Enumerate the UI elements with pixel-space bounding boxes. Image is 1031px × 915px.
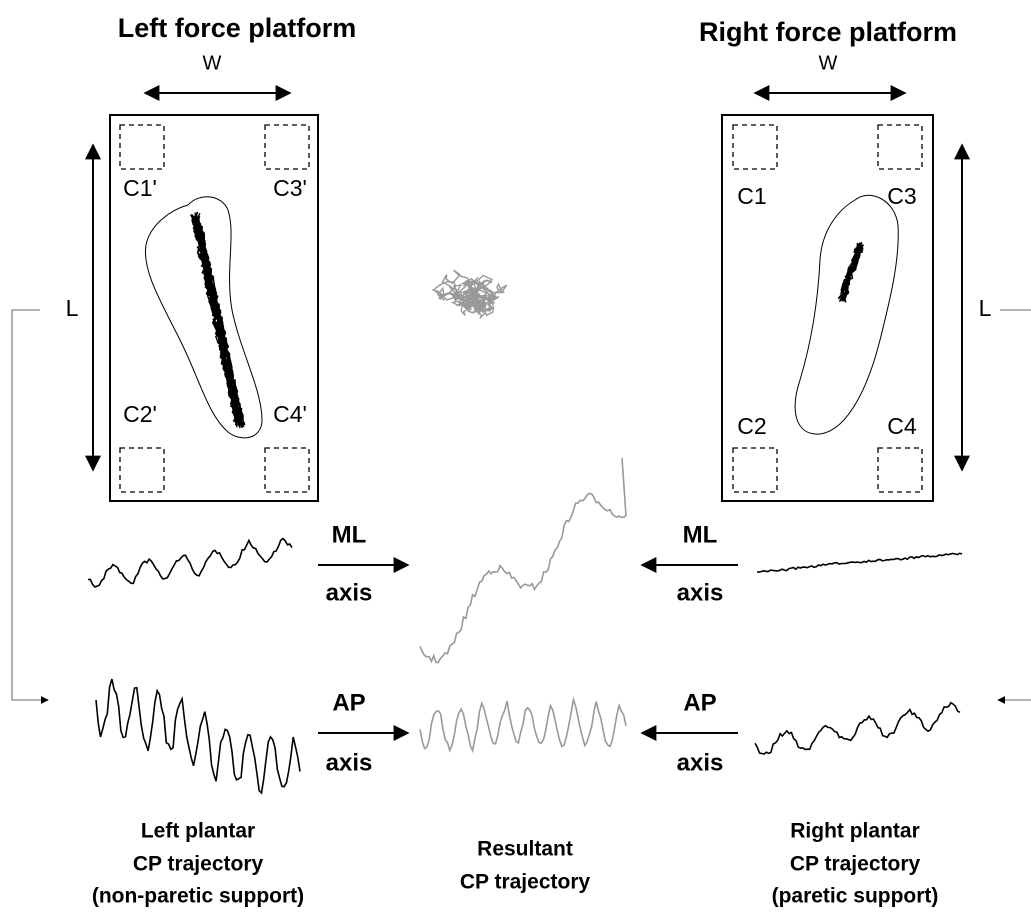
caption: (non-paretic support)	[92, 885, 304, 908]
caption: Resultant	[477, 838, 573, 861]
left-platform	[109, 114, 319, 502]
axis-label: ML	[683, 521, 718, 548]
left-ml-trace	[87, 537, 293, 588]
left-cp-trace	[195, 216, 241, 424]
axis-label: ML	[332, 521, 367, 548]
caption: CP trajectory	[790, 853, 921, 876]
resultant-ap-trace	[419, 696, 627, 754]
corner-label: C2	[737, 413, 766, 439]
right-foot	[794, 194, 899, 435]
right-title: Right force platform	[699, 17, 957, 47]
axis-label: axis	[677, 749, 724, 776]
width-label: W	[819, 52, 838, 74]
left-title: Left force platform	[118, 13, 357, 43]
corner-label: C1	[737, 183, 766, 209]
resultant-cp-cloud	[431, 269, 508, 319]
length-label: L	[66, 295, 79, 321]
width-label: W	[203, 52, 222, 74]
caption: Left plantar	[141, 820, 255, 843]
caption: CP trajectory	[460, 871, 591, 894]
right-ml-trace	[756, 552, 963, 573]
axis-label: AP	[332, 689, 365, 716]
length-label: L	[979, 295, 992, 321]
axis-label: axis	[677, 579, 724, 606]
corner-label: C3'	[273, 175, 307, 201]
axis-label: axis	[326, 749, 373, 776]
corner-label: C4	[887, 413, 917, 439]
corner-label: C3	[887, 183, 916, 209]
resultant-ml-trace	[419, 457, 627, 664]
axis-label: AP	[683, 689, 716, 716]
left-cp-trace	[190, 213, 239, 426]
caption: CP trajectory	[133, 853, 264, 876]
right-platform	[721, 114, 934, 502]
left-ap-trace	[95, 678, 301, 795]
caption: Right plantar	[790, 820, 920, 843]
left-foot	[144, 196, 263, 439]
left-cp-trace	[193, 215, 246, 426]
axis-label: axis	[326, 579, 373, 606]
right-cp-trace	[840, 244, 864, 301]
right-ap-trace	[754, 701, 961, 755]
corner-label: C4'	[273, 401, 307, 427]
feedback-line	[11, 309, 49, 704]
load-cells	[119, 124, 923, 493]
corner-label: C2'	[123, 401, 157, 427]
caption: (paretic support)	[772, 885, 939, 908]
corner-label: C1'	[123, 175, 157, 201]
cp-traces	[87, 211, 963, 795]
